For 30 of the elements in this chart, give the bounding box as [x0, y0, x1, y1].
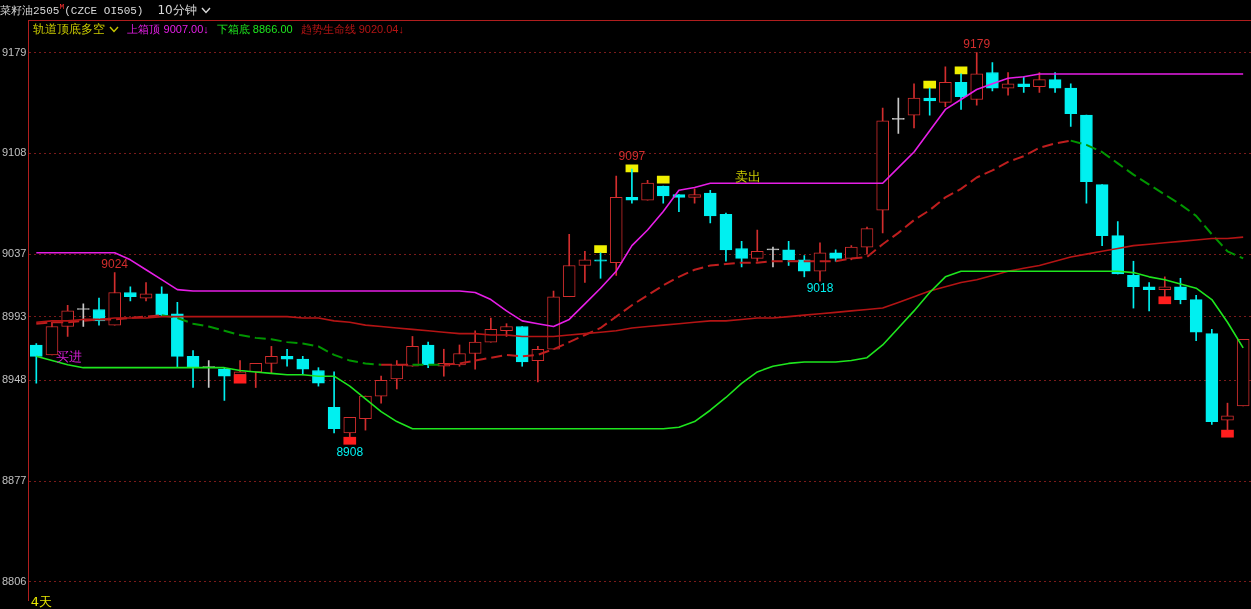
y-tick-label: 8993 [1, 309, 27, 322]
y-tick-label: 8806 [1, 574, 27, 587]
bar [625, 164, 639, 173]
text: 下箱底 8866.00 [216, 21, 293, 37]
candlestick [1142, 282, 1156, 312]
annotation: 买进 [56, 349, 83, 364]
text: 趋势生命线 9020.04↓ [300, 21, 404, 37]
candlestick [766, 246, 780, 268]
annotation: 9097 [618, 149, 646, 164]
legend-title: 轨道顶底多空 [33, 20, 106, 38]
y-tick-label: 9108 [1, 146, 27, 159]
bar [594, 245, 607, 254]
y-tick-label: 8877 [1, 474, 27, 487]
candlestick [750, 229, 764, 262]
annotation: 8908 [336, 444, 364, 459]
bar [1158, 296, 1172, 305]
annotation: 9018 [806, 281, 834, 296]
annotation: 4天 [30, 594, 52, 609]
annotation: 9024 [101, 256, 129, 271]
y-tick-label: 9179 [1, 45, 27, 58]
bar [954, 66, 968, 75]
annotation: 9179 [963, 36, 991, 51]
y-tick-label: 8948 [1, 373, 27, 386]
candlestick [578, 250, 592, 283]
y-tick-label: 9037 [1, 247, 27, 260]
chart-title: 菜籽油2505$^{M}$(CZCE OI505) [0, 2, 144, 18]
annotation: 卖出 [734, 169, 761, 184]
text: 上箱顶 9007.00↓ [127, 21, 209, 37]
chart-subtitle: 10分钟 [157, 1, 197, 19]
bar [1221, 429, 1234, 438]
